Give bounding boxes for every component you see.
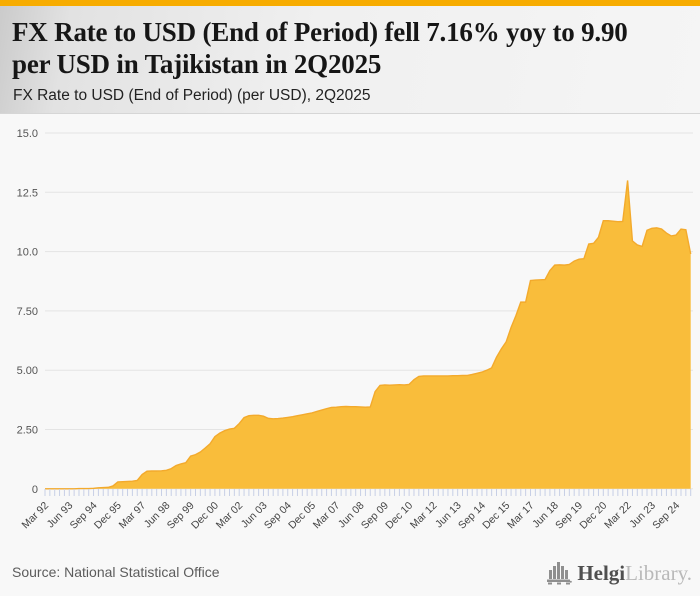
y-axis-labels: 15.0 12.5 10.0 7.50 5.00 2.50 0 xyxy=(17,128,38,496)
svg-text:Dec 95: Dec 95 xyxy=(92,500,124,532)
fx-rate-line xyxy=(45,180,692,490)
svg-text:7.50: 7.50 xyxy=(17,306,38,318)
logo-text-helgi: Helgi xyxy=(577,561,626,585)
footer: Source: National Statistical Office Helg… xyxy=(0,546,700,596)
svg-text:Mar 22: Mar 22 xyxy=(602,500,634,532)
logo-text: HelgiLibrary. xyxy=(577,558,692,588)
svg-text:Dec 05: Dec 05 xyxy=(286,500,318,532)
svg-text:Mar 07: Mar 07 xyxy=(311,500,343,532)
title-line-1: FX Rate to USD (End of Period) fell 7.16… xyxy=(12,17,628,47)
helgi-building-icon xyxy=(547,562,573,585)
x-axis-ticks xyxy=(44,489,692,496)
fx-rate-area-series xyxy=(45,180,691,489)
svg-text:2.50: 2.50 xyxy=(17,425,38,437)
header: FX Rate to USD (End of Period) fell 7.16… xyxy=(0,6,700,114)
svg-text:Mar 92: Mar 92 xyxy=(20,500,52,532)
svg-text:Mar 17: Mar 17 xyxy=(505,500,537,532)
svg-text:Sep 24: Sep 24 xyxy=(650,500,682,532)
fx-rate-area-chart: 15.0 12.5 10.0 7.50 5.00 2.50 0 Mar 92 Jun 93 Sep… xyxy=(0,114,700,546)
svg-text:12.5: 12.5 xyxy=(17,187,38,199)
title-line-2: per USD in Tajikistan in 2Q2025 xyxy=(12,49,382,79)
svg-text:Mar 02: Mar 02 xyxy=(214,500,246,532)
page-title: FX Rate to USD (End of Period) fell 7.16… xyxy=(0,6,700,80)
chart-subtitle: FX Rate to USD (End of Period) (per USD)… xyxy=(13,87,371,104)
svg-text:Mar 12: Mar 12 xyxy=(408,500,440,532)
svg-text:15.0: 15.0 xyxy=(17,128,38,140)
accent-bar xyxy=(0,0,700,6)
svg-text:Dec 10: Dec 10 xyxy=(383,500,415,532)
logo-text-library: Library. xyxy=(625,561,692,585)
source-label: Source: National Statistical Office xyxy=(12,564,220,580)
svg-text:Dec 00: Dec 00 xyxy=(189,500,221,532)
helgi-library-logo[interactable]: HelgiLibrary. xyxy=(546,558,692,588)
svg-text:10.0: 10.0 xyxy=(17,247,38,259)
svg-text:Mar 97: Mar 97 xyxy=(117,500,149,532)
svg-text:5.00: 5.00 xyxy=(17,365,38,377)
svg-text:Dec 15: Dec 15 xyxy=(480,500,512,532)
svg-text:Dec 20: Dec 20 xyxy=(577,500,609,532)
svg-text:0: 0 xyxy=(32,484,38,496)
